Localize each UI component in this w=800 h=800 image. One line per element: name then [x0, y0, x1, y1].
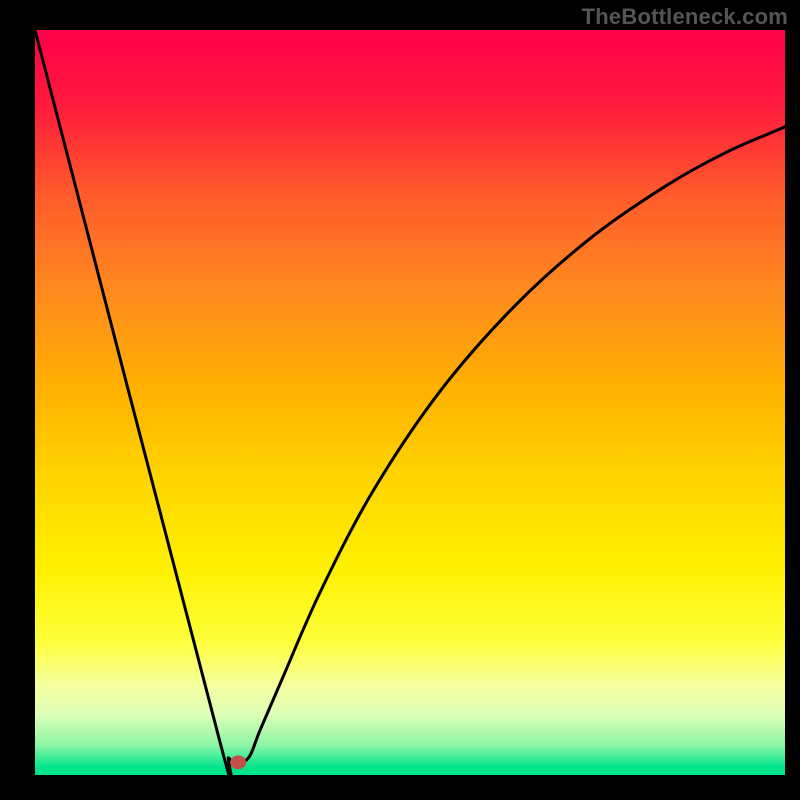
bottleneck-curve [35, 30, 785, 775]
curve-layer [35, 30, 785, 775]
watermark-text: TheBottleneck.com [582, 4, 788, 30]
chart-container: TheBottleneck.com [0, 0, 800, 800]
optimum-marker [230, 755, 246, 769]
plot-area [35, 30, 785, 775]
